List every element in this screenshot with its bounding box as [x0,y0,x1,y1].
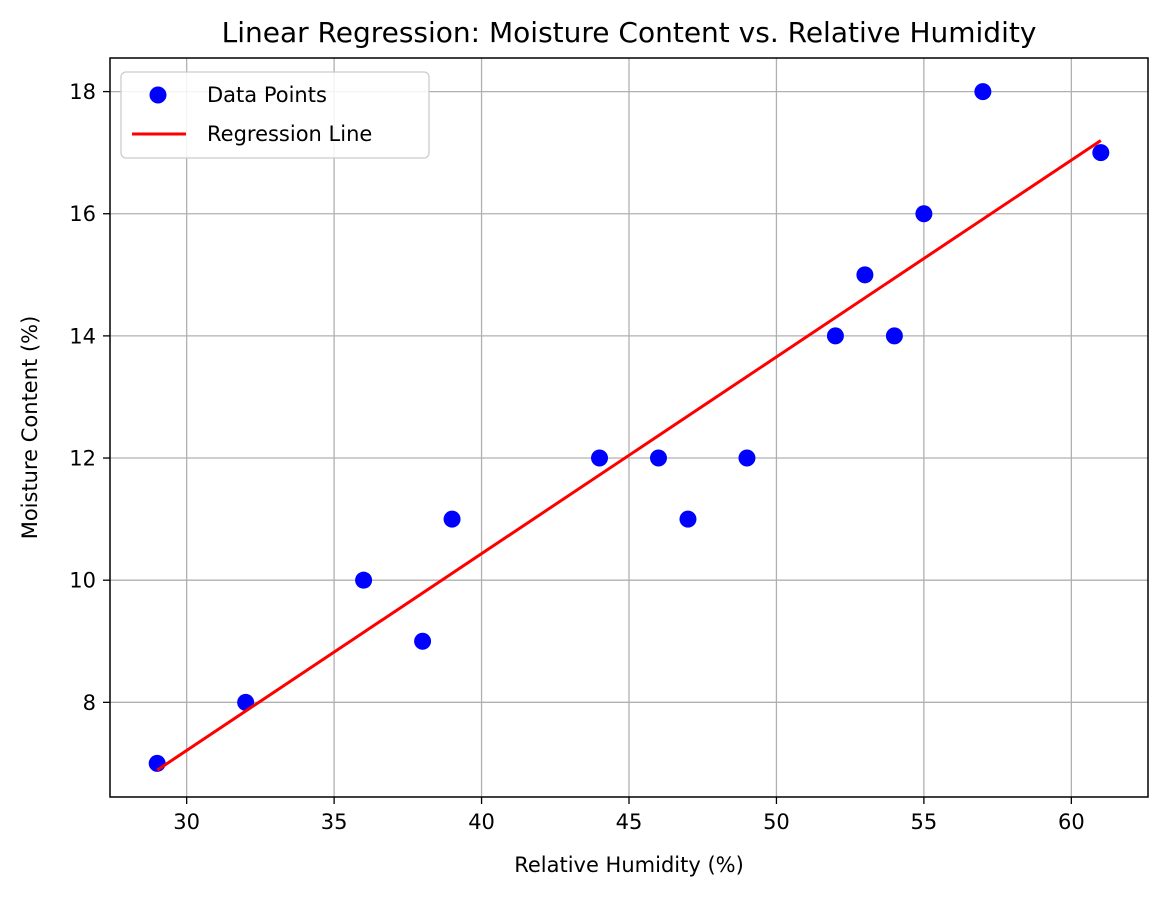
y-axis-label: Moisture Content (%) [18,316,42,540]
legend-label-data-points: Data Points [207,83,327,107]
data-point [414,632,432,650]
data-point [355,571,373,589]
y-tick-label: 16 [69,202,96,226]
data-point [885,327,903,345]
data-point [738,449,756,467]
data-point [649,449,667,467]
regression-line [156,139,1102,772]
legend-marker-data-points [149,86,167,104]
x-tick-label: 40 [468,810,495,834]
x-tick-label: 35 [321,810,348,834]
x-tick-label: 55 [911,810,938,834]
data-point [915,205,933,223]
x-tick-label: 45 [616,810,643,834]
legend-label-regression-line: Regression Line [207,122,372,146]
chart-title: Linear Regression: Moisture Content vs. … [222,16,1037,49]
x-tick-label: 50 [763,810,790,834]
x-tick-label: 60 [1058,810,1085,834]
plot-data [148,83,1110,772]
y-tick-label: 12 [69,447,96,471]
x-axis-label: Relative Humidity (%) [514,853,744,877]
x-tick-label: 30 [173,810,200,834]
legend: Data Points Regression Line [120,71,430,159]
data-point [974,83,992,101]
y-tick-label: 14 [69,324,96,348]
data-point [679,510,697,528]
axis-ticks: 30 35 40 45 50 55 60 8 10 12 14 16 18 [69,80,1084,834]
data-point [856,266,874,284]
y-tick-label: 8 [83,691,96,715]
data-point [1092,144,1110,162]
data-point [443,510,461,528]
y-tick-label: 10 [69,569,96,593]
grid [110,58,1148,797]
data-point [591,449,609,467]
legend-box [120,71,430,159]
data-point [826,327,844,345]
y-tick-label: 18 [69,80,96,104]
